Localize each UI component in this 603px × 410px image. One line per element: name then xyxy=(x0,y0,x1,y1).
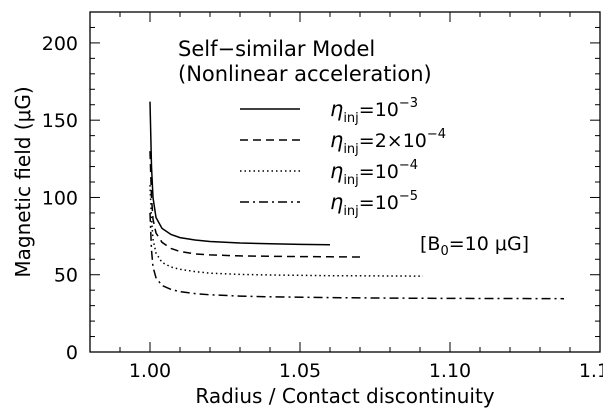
x-tick-label: 1.05 xyxy=(279,360,321,382)
y-tick-label: 50 xyxy=(54,265,78,287)
x-tick-label: 1.00 xyxy=(129,360,171,382)
chart-title: Self−similar Model xyxy=(178,37,375,61)
series-line-3 xyxy=(149,185,424,277)
axis-ticks: 1.00 1.05 1.10 1.15 0 50 100 150 200 xyxy=(42,12,603,382)
annotation-pre: [B xyxy=(420,233,440,255)
annotation-post: =10 μG] xyxy=(449,233,529,255)
series-line-2 xyxy=(149,151,361,258)
x-tick-label: 1.10 xyxy=(429,360,471,382)
legend-label-3: ηinj=10−4 xyxy=(330,158,418,188)
series-line-1 xyxy=(149,101,331,246)
y-tick-label: 150 xyxy=(42,110,78,132)
y-tick-label: 0 xyxy=(66,342,78,364)
legend-label-1: ηinj=10−3 xyxy=(330,96,418,126)
series-line-4 xyxy=(149,212,565,300)
chart-subtitle: (Nonlinear acceleration) xyxy=(178,62,432,86)
legend-label-2: ηinj=2×10−4 xyxy=(330,127,446,157)
y-axis-label: Magnetic field (μG) xyxy=(11,86,35,277)
x-tick-label: 1.15 xyxy=(579,360,603,382)
legend-label-4: ηinj=10−5 xyxy=(330,189,418,219)
series-lines xyxy=(149,101,565,300)
annotation: [B0=10 μG] xyxy=(420,233,529,259)
x-axis-label: Radius / Contact discontinuity xyxy=(195,384,494,408)
annotation-sub: 0 xyxy=(440,244,448,259)
y-tick-label: 200 xyxy=(42,33,78,55)
y-tick-label: 100 xyxy=(42,187,78,209)
